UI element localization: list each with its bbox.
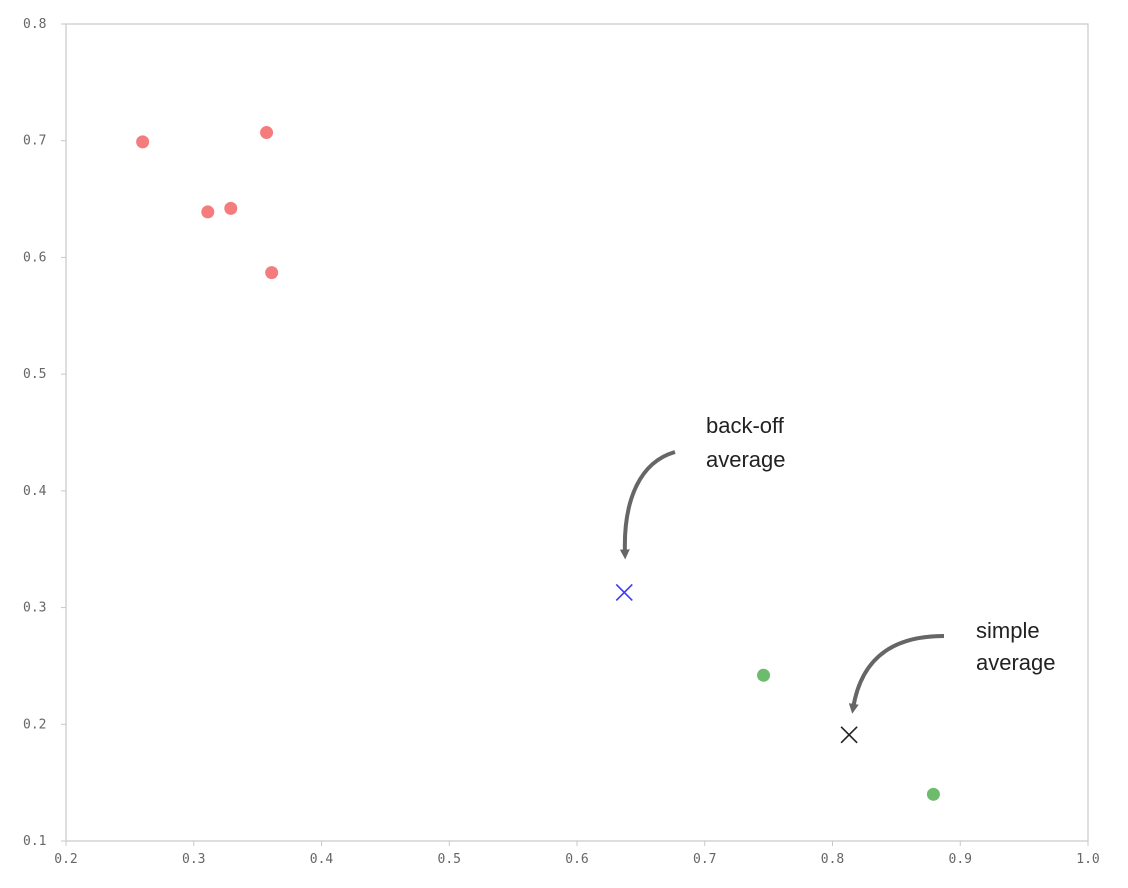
- annotation-arrow: [619, 450, 676, 560]
- x-tick-label: 1.0: [1076, 852, 1099, 867]
- y-tick-label: 0.5: [23, 367, 46, 382]
- x-axis: 0.2 0.3 0.4 0.5 0.6 0.7 0.8 0.9 1.0: [54, 841, 1100, 867]
- y-tick-label: 0.7: [23, 134, 46, 149]
- x-tick-label: 0.7: [693, 852, 716, 867]
- y-tick-label: 0.1: [23, 834, 46, 849]
- x-tick-label: 0.6: [565, 852, 588, 867]
- y-tick-label: 0.4: [23, 484, 47, 499]
- data-points: [136, 126, 940, 801]
- annotations: back-off average simple average: [619, 413, 1056, 714]
- y-tick-label: 0.8: [23, 17, 46, 32]
- data-point: [224, 201, 238, 215]
- x-tick-label: 0.8: [821, 852, 844, 867]
- plot-area: [65, 23, 1089, 842]
- data-point-x-marker: [840, 726, 858, 744]
- plot-border: [65, 23, 1089, 842]
- x-tick-label: 0.9: [949, 852, 972, 867]
- y-tick-label: 0.6: [23, 250, 46, 265]
- data-point: [757, 668, 771, 682]
- y-tick-label: 0.3: [23, 601, 46, 616]
- x-tick-label: 0.3: [182, 852, 205, 867]
- data-point: [201, 205, 215, 219]
- data-point-x-marker: [615, 583, 633, 601]
- data-point: [260, 126, 274, 140]
- x-tick-label: 0.2: [54, 852, 77, 867]
- y-tick-label: 0.2: [23, 717, 46, 732]
- data-point: [926, 787, 940, 801]
- annotation-arrow: [848, 634, 945, 714]
- x-tick-label: 0.4: [310, 852, 334, 867]
- x-tick-label: 0.5: [438, 852, 461, 867]
- data-point: [136, 135, 150, 149]
- y-axis: 0.1 0.2 0.3 0.4 0.5 0.6 0.7 0.8: [23, 17, 66, 849]
- annotation-back-off-average: back-off average: [706, 413, 786, 472]
- annotation-simple-average: simple average: [976, 618, 1056, 675]
- data-point: [265, 266, 279, 280]
